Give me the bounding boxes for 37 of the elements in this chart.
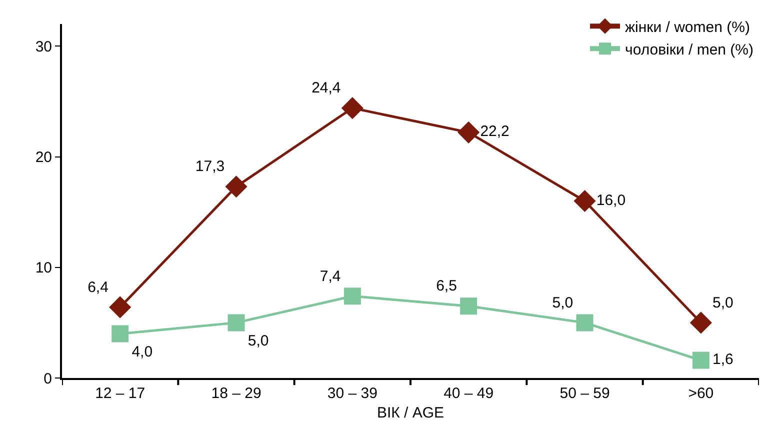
data-label: 5,0 (552, 294, 574, 312)
data-label: 17,3 (195, 158, 225, 176)
legend-label: чоловіки / men (%) (625, 41, 754, 58)
data-label: 24,4 (312, 80, 341, 97)
data-label: 22,2 (480, 123, 510, 140)
point (344, 288, 361, 305)
point (112, 325, 129, 342)
point (574, 190, 596, 212)
point (460, 298, 478, 315)
data-label: 1,6 (712, 351, 734, 368)
y-tick-label: 0 (44, 370, 52, 388)
x-tick-label: 12 – 17 (95, 385, 146, 402)
x-tick-label: 18 – 29 (211, 385, 262, 402)
x-tick-label: 30 – 39 (327, 385, 378, 402)
y-tick-label: 20 (35, 149, 52, 166)
data-label: 7,4 (320, 268, 341, 285)
point (576, 314, 594, 332)
point (341, 97, 364, 120)
data-label: 16,0 (596, 192, 626, 209)
point (228, 314, 245, 332)
data-label: 6,5 (436, 278, 457, 295)
x-tick-label: 40 – 49 (444, 385, 494, 402)
y-tick-label: 30 (35, 38, 52, 56)
data-label: 5,0 (712, 294, 734, 312)
data-label: 6,4 (88, 278, 108, 296)
point (458, 121, 480, 144)
data-label: 4,0 (132, 344, 153, 361)
point (109, 296, 132, 318)
x-tick-label: 50 – 59 (560, 385, 610, 402)
x-axis-title: ВІК / AGE (376, 404, 444, 422)
point (692, 352, 710, 369)
x-tick-label: >60 (688, 385, 714, 402)
legend-label: жінки / women (%) (625, 18, 750, 36)
data-label: 5,0 (248, 332, 269, 350)
y-tick-label: 10 (35, 260, 52, 277)
point (225, 176, 248, 198)
point (690, 312, 712, 334)
